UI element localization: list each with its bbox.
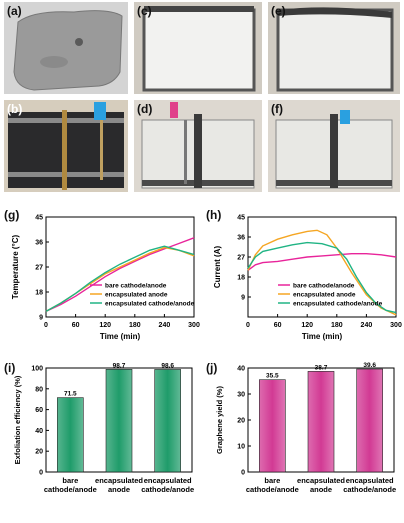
photo-f: (f) — [268, 100, 400, 192]
bar-value-label: 38.7 — [315, 364, 328, 371]
category-label: cathode/anode — [343, 485, 396, 494]
y-tick-label: 27 — [237, 255, 245, 262]
x-tick-label: 240 — [159, 322, 171, 329]
panel-label: (j) — [206, 361, 217, 375]
y-axis-label: Exfoliation efficiency (%) — [13, 375, 22, 464]
y-axis-label: Graphene yield (%) — [215, 386, 224, 454]
panel-label: (h) — [206, 208, 221, 222]
clear-electrolysis-cell-image-f — [275, 110, 393, 189]
series-line-3 — [247, 241, 397, 314]
y-tick-label: 45 — [237, 215, 245, 222]
category-label: anode — [310, 485, 332, 494]
x-axis-label: Time (min) — [302, 332, 343, 341]
x-tick-label: 240 — [361, 322, 373, 329]
photo-d: (d) — [134, 100, 262, 192]
photo-c: (c) — [134, 2, 262, 94]
bar-value-label: 98.7 — [113, 362, 126, 369]
y-tick-label: 100 — [31, 366, 43, 373]
exfoliation-efficiency-bar-chart: (i) 0 20 40 60 80 100 Exfoliation efficiency (%… — [4, 361, 194, 494]
photo-b: (b) — [4, 100, 128, 192]
category-label: cathode/anode — [246, 485, 299, 494]
panel-label-f: (f) — [271, 102, 283, 116]
bar-1 — [259, 379, 286, 473]
bar-3 — [356, 368, 383, 473]
category-label: encapsulated — [95, 476, 143, 485]
bar-1 — [57, 397, 84, 473]
category-label: bare — [264, 476, 280, 485]
y-tick-label: 40 — [237, 366, 245, 373]
clear-tank-image-c — [142, 6, 256, 92]
panel-label: (i) — [4, 361, 15, 375]
bar-value-label: 39.6 — [363, 362, 376, 369]
category-label: encapsulated — [297, 476, 345, 485]
x-tick-label: 180 — [331, 322, 343, 329]
y-tick-label: 30 — [237, 392, 245, 399]
series-line-3 — [45, 245, 195, 313]
legend-label: bare cathode/anode — [105, 283, 167, 290]
category-label: cathode/anode — [44, 485, 97, 494]
panel-label-e: (e) — [271, 4, 286, 18]
x-tick-label: 180 — [129, 322, 141, 329]
y-tick-label: 20 — [35, 449, 43, 456]
x-tick-label: 60 — [72, 322, 80, 329]
x-tick-label: 0 — [44, 322, 48, 329]
category-label: cathode/anode — [141, 485, 194, 494]
x-tick-label: 300 — [390, 322, 402, 329]
y-tick-label: 0 — [241, 470, 245, 477]
dark-electrolysis-cell-image — [8, 102, 124, 190]
y-tick-label: 10 — [237, 444, 245, 451]
y-axis-label: Temperature (°C) — [11, 234, 20, 299]
category-label: encapsulated — [346, 476, 394, 485]
photo-e: (e) — [268, 2, 400, 94]
y-tick-label: 9 — [241, 295, 245, 302]
bar-value-label: 35.5 — [266, 373, 279, 380]
y-tick-label: 9 — [39, 315, 43, 322]
bar-2 — [105, 369, 133, 473]
category-label: encapsulated — [144, 476, 192, 485]
y-tick-label: 20 — [237, 418, 245, 425]
current-line-chart: (h) 0 60 120 180 240 300 9 18 27 36 45 Time (min) Cur… — [206, 208, 402, 341]
x-tick-label: 120 — [301, 322, 313, 329]
clear-tank-image-e — [276, 7, 394, 92]
x-tick-label: 60 — [274, 322, 282, 329]
y-tick-label: 27 — [35, 265, 43, 272]
panel-label-a: (a) — [7, 4, 22, 18]
x-axis-label: Time (min) — [100, 332, 141, 341]
y-tick-label: 36 — [35, 240, 43, 247]
legend-label: encapsulated anode — [105, 292, 168, 299]
panel-label-d: (d) — [137, 102, 153, 116]
legend-label: encapsulated anode — [293, 292, 356, 299]
x-tick-label: 300 — [188, 322, 200, 329]
y-tick-label: 0 — [39, 470, 43, 477]
category-label: anode — [108, 485, 130, 494]
category-label: bare — [62, 476, 78, 485]
y-axis-label: Current (A) — [213, 246, 222, 289]
bar-2 — [307, 371, 335, 473]
y-tick-label: 80 — [35, 386, 43, 393]
y-tick-label: 18 — [35, 290, 43, 297]
panel-label-b: (b) — [7, 102, 23, 116]
y-tick-label: 40 — [35, 428, 43, 435]
series-line-1 — [247, 253, 397, 271]
panel-label-c: (c) — [137, 4, 152, 18]
photo-a: (a) — [4, 2, 128, 94]
legend-label: bare cathode/anode — [293, 283, 355, 290]
panel-label: (g) — [4, 208, 19, 222]
graphite-slab-image — [13, 10, 123, 91]
y-tick-label: 60 — [35, 407, 43, 414]
bar-value-label: 98.6 — [161, 362, 174, 369]
y-tick-label: 18 — [237, 275, 245, 282]
y-tick-label: 36 — [237, 235, 245, 242]
x-tick-label: 0 — [246, 322, 250, 329]
clear-electrolysis-cell-image-d — [141, 102, 255, 189]
legend-label: encapsulated cathode/anode — [293, 301, 383, 308]
bar-3 — [154, 369, 181, 473]
temperature-line-chart: (g) 0 60 120 180 240 300 9 18 27 36 45 Time (min) Tem… — [4, 208, 200, 341]
y-tick-label: 45 — [35, 215, 43, 222]
x-tick-label: 120 — [99, 322, 111, 329]
bar-value-label: 71.5 — [64, 391, 77, 398]
legend-label: encapsulated cathode/anode — [105, 301, 195, 308]
